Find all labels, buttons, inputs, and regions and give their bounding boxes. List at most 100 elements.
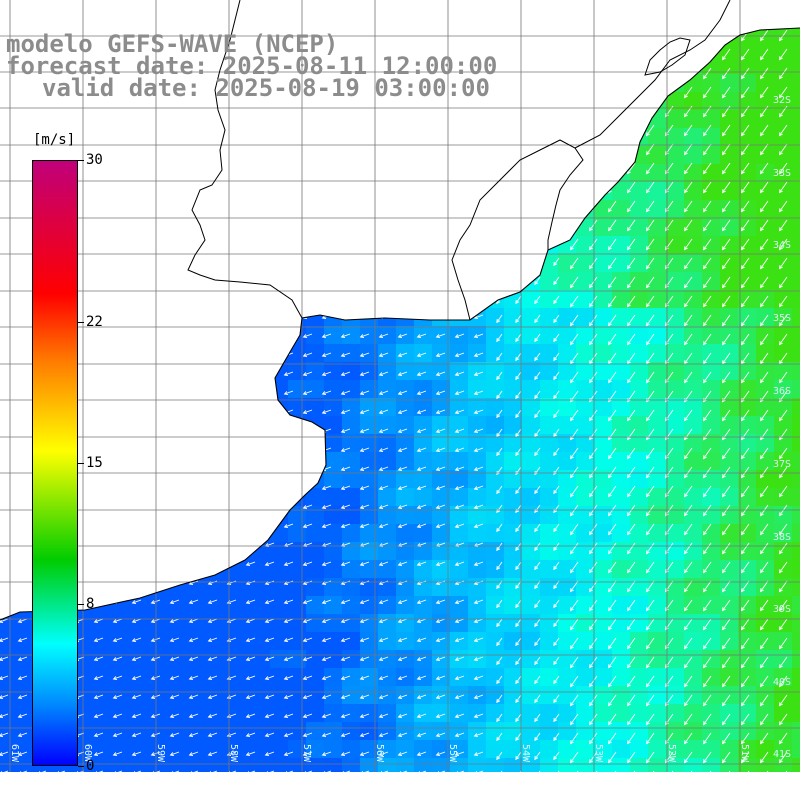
wind-speed-cell (378, 416, 397, 435)
wind-speed-cell (126, 614, 145, 633)
wind-speed-cell (738, 74, 757, 93)
wind-arrow (496, 485, 503, 495)
wind-arrow (515, 181, 522, 191)
wind-speed-cell (720, 596, 739, 615)
wind-arrow (741, 485, 750, 498)
wind-arrow (534, 523, 541, 533)
wind-arrow (534, 770, 541, 772)
wind-arrow (207, 523, 218, 529)
wind-speed-cell (738, 506, 757, 525)
wind-speed-cell (756, 704, 775, 723)
wind-speed-cell (792, 362, 800, 381)
wind-speed-cell (252, 398, 271, 417)
wind-arrow (207, 257, 218, 263)
wind-speed-cell (450, 542, 469, 561)
wind-arrow (473, 371, 484, 377)
wind-arrow (131, 124, 142, 130)
wind-speed-cell (90, 506, 109, 525)
wind-speed-cell (342, 164, 361, 183)
wind-arrow (397, 447, 408, 453)
wind-speed-cell (576, 722, 595, 741)
wind-arrow (283, 732, 294, 738)
wind-arrow (741, 200, 750, 213)
wind-arrow (264, 523, 275, 529)
wind-arrow (188, 523, 199, 529)
wind-arrow (169, 276, 180, 282)
wind-speed-cell (630, 506, 649, 525)
wind-speed-cell (720, 236, 739, 255)
wind-speed-cell (54, 110, 73, 129)
wind-speed-cell (342, 452, 361, 471)
wind-speed-cell (468, 146, 487, 165)
wind-arrow (779, 333, 788, 346)
wind-speed-cell (792, 614, 800, 633)
wind-speed-cell (648, 506, 667, 525)
wind-speed-cell (198, 416, 217, 435)
wind-speed-cell (792, 758, 800, 772)
wind-speed-cell (342, 236, 361, 255)
wind-speed-cell (612, 290, 631, 309)
wind-arrow (302, 352, 313, 358)
wind-arrow (646, 656, 655, 669)
wind-speed-cell (234, 146, 253, 165)
wind-speed-cell (180, 110, 199, 129)
wind-arrow (627, 276, 636, 289)
wind-speed-cell (324, 578, 343, 597)
wind-arrow (454, 656, 465, 662)
wind-arrow (340, 618, 351, 624)
wind-arrow (646, 314, 655, 327)
wind-speed-cell (540, 38, 559, 57)
wind-arrow (397, 751, 408, 757)
wind-arrow (435, 561, 446, 567)
wind-arrow (496, 238, 503, 248)
wind-speed-cell (324, 254, 343, 273)
wind-speed-cell (414, 290, 433, 309)
wind-arrow (684, 561, 693, 574)
wind-arrow (627, 200, 636, 213)
wind-speed-cell (306, 380, 325, 399)
wind-speed-cell (360, 416, 379, 435)
wind-speed-cell (342, 560, 361, 579)
wind-speed-cell (198, 146, 217, 165)
wind-speed-cell (234, 182, 253, 201)
wind-arrow (454, 352, 465, 358)
wind-speed-cell (702, 488, 721, 507)
wind-speed-cell (756, 236, 775, 255)
wind-arrow (93, 333, 104, 339)
wind-arrow (589, 181, 598, 194)
wind-speed-cell (378, 632, 397, 651)
wind-arrow (496, 599, 503, 609)
wind-speed-cell (738, 524, 757, 543)
wind-speed-cell (486, 506, 505, 525)
wind-arrow (534, 238, 541, 248)
wind-speed-cell (180, 380, 199, 399)
wind-speed-cell (702, 560, 721, 579)
wind-arrow (589, 542, 598, 555)
wind-speed-cell (360, 236, 379, 255)
wind-arrow (112, 580, 123, 586)
wind-arrow (627, 523, 636, 536)
wind-speed-cell (180, 740, 199, 759)
wind-speed-cell (90, 722, 109, 741)
wind-arrow (515, 314, 522, 324)
wind-arrow (608, 751, 617, 764)
wind-speed-cell (684, 110, 703, 129)
wind-speed-cell (0, 506, 19, 525)
wind-arrow (473, 599, 484, 605)
wind-arrow (534, 257, 541, 267)
wind-speed-cell (738, 686, 757, 705)
wind-arrow (454, 333, 465, 339)
wind-arrow (397, 162, 408, 168)
wind-speed-cell (774, 668, 793, 687)
wind-speed-cell (504, 218, 523, 237)
wind-speed-cell (108, 254, 127, 273)
wind-arrow (496, 48, 503, 58)
wind-speed-cell (144, 200, 163, 219)
wind-speed-cell (252, 128, 271, 147)
wind-arrow (93, 238, 104, 244)
wind-arrow (321, 694, 332, 700)
wind-arrow (646, 162, 655, 175)
wind-speed-cell (486, 290, 505, 309)
wind-speed-cell (522, 128, 541, 147)
colorbar-tick-label: 0 (86, 758, 95, 774)
